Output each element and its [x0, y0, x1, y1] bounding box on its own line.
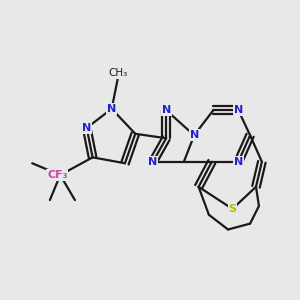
Text: N: N	[107, 104, 116, 114]
Text: CF₃: CF₃	[47, 170, 68, 180]
Text: N: N	[148, 157, 158, 167]
Text: N: N	[234, 105, 243, 115]
Text: CH₃: CH₃	[108, 68, 127, 78]
Text: N: N	[82, 123, 91, 133]
Text: N: N	[234, 157, 243, 167]
Text: N: N	[190, 130, 199, 140]
Text: N: N	[162, 105, 171, 115]
Text: S: S	[228, 204, 236, 214]
